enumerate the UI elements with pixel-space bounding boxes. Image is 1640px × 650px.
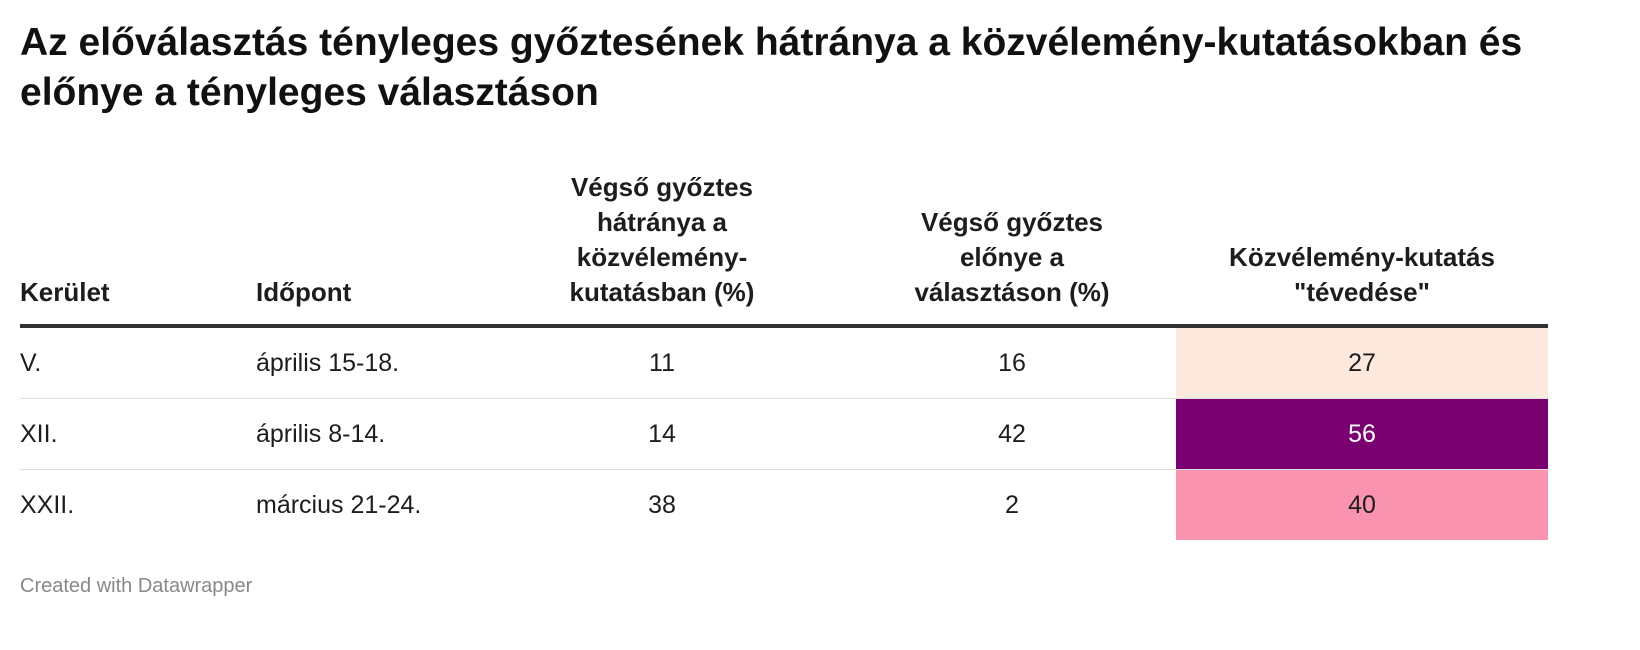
table-cell: 11 xyxy=(476,326,848,399)
column-header: Végső győztes előnye a választáson (%) xyxy=(848,170,1176,328)
header-text: Végső győztes hátránya a közvélemény-kut… xyxy=(569,172,755,307)
column-header: Közvélemény-kutatás "tévedése" xyxy=(1176,170,1548,328)
title: Az előválasztás tényleges győztesének há… xyxy=(20,21,1523,114)
table-cell: XXII. xyxy=(20,490,75,519)
heat-cell: 56 xyxy=(1176,398,1548,470)
table-cell: V. xyxy=(20,326,256,399)
table-cell: április 15-18. xyxy=(256,326,476,399)
table-cell: 38 xyxy=(648,490,676,519)
table-cell: április 8-14. xyxy=(256,398,476,470)
header-row: Kerület Időpont Végső győztes hátránya a… xyxy=(20,170,1548,328)
heat-cell: 27 xyxy=(1176,326,1548,399)
footer: Created with Datawrapper xyxy=(20,575,253,597)
table-row: XII. április 8-14. 14 42 56 xyxy=(20,398,1548,470)
table-cell: XII. xyxy=(20,398,256,470)
data-table: Kerület Időpont Végső győztes hátránya a… xyxy=(20,170,1548,540)
table-cell: 14 xyxy=(476,398,848,470)
table-cell: 2 xyxy=(1005,490,1019,519)
header-text: Végső győztes előnye a választáson (%) xyxy=(914,207,1110,307)
header-text: Közvélemény-kutatás "tévedése" xyxy=(1229,242,1495,307)
table-cell: március 21-24. xyxy=(256,490,422,519)
table-row: XXII. március 21-24. 38 2 40 xyxy=(20,469,1548,540)
table-cell: 42 xyxy=(848,398,1176,470)
table-row: V. április 15-18. 11 16 27 xyxy=(20,326,1548,399)
column-header: Végső győztes hátránya a közvélemény-kut… xyxy=(476,170,848,328)
column-header: Időpont xyxy=(256,170,476,328)
heat-cell: 40 xyxy=(1176,469,1548,540)
table-cell: 16 xyxy=(848,326,1176,399)
column-header: Kerület xyxy=(20,170,256,328)
